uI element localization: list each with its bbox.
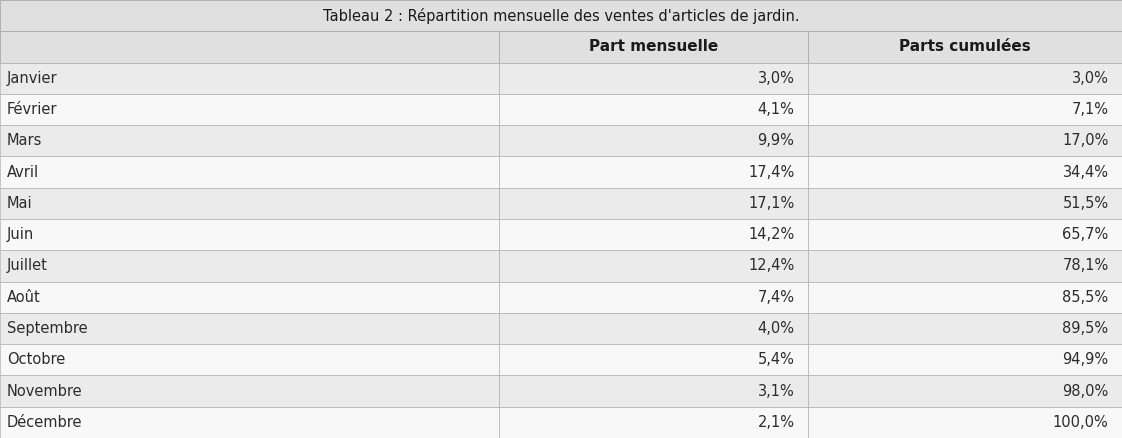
Text: 17,0%: 17,0% — [1063, 133, 1109, 148]
Bar — [499, 250, 808, 282]
Bar — [0, 188, 499, 219]
Bar — [0, 313, 499, 344]
Bar — [0, 63, 499, 94]
Text: Parts cumulées: Parts cumulées — [899, 39, 1031, 54]
Text: Part mensuelle: Part mensuelle — [589, 39, 718, 54]
Text: Janvier: Janvier — [7, 71, 57, 86]
Text: 12,4%: 12,4% — [748, 258, 794, 273]
Bar — [808, 313, 1122, 344]
Bar — [0, 125, 499, 156]
Text: Décembre: Décembre — [7, 415, 82, 430]
Text: 94,9%: 94,9% — [1063, 352, 1109, 367]
Bar — [0, 94, 499, 125]
Bar — [808, 125, 1122, 156]
Text: 34,4%: 34,4% — [1063, 165, 1109, 180]
Bar — [0, 219, 499, 250]
Bar — [499, 63, 808, 94]
Bar — [808, 344, 1122, 375]
Text: Août: Août — [7, 290, 40, 305]
Bar — [499, 344, 808, 375]
Bar — [808, 219, 1122, 250]
Text: 3,1%: 3,1% — [757, 384, 794, 399]
Bar — [0, 375, 499, 407]
Bar — [808, 375, 1122, 407]
Text: Novembre: Novembre — [7, 384, 82, 399]
Bar — [0, 0, 1122, 31]
Text: 7,1%: 7,1% — [1072, 102, 1109, 117]
Text: 4,0%: 4,0% — [757, 321, 794, 336]
Text: 14,2%: 14,2% — [748, 227, 794, 242]
Text: Tableau 2 : Répartition mensuelle des ventes d'articles de jardin.: Tableau 2 : Répartition mensuelle des ve… — [323, 7, 799, 24]
Bar — [808, 63, 1122, 94]
Text: Mai: Mai — [7, 196, 33, 211]
Bar — [808, 282, 1122, 313]
Text: 89,5%: 89,5% — [1063, 321, 1109, 336]
Bar — [808, 250, 1122, 282]
Text: Mars: Mars — [7, 133, 43, 148]
Bar — [499, 94, 808, 125]
Text: Juin: Juin — [7, 227, 34, 242]
Bar — [808, 188, 1122, 219]
Text: 3,0%: 3,0% — [1072, 71, 1109, 86]
Text: 9,9%: 9,9% — [757, 133, 794, 148]
Text: 65,7%: 65,7% — [1063, 227, 1109, 242]
Text: 51,5%: 51,5% — [1063, 196, 1109, 211]
Text: Avril: Avril — [7, 165, 39, 180]
Bar — [0, 250, 499, 282]
Bar — [0, 31, 499, 63]
Text: 7,4%: 7,4% — [757, 290, 794, 305]
Text: Octobre: Octobre — [7, 352, 65, 367]
Text: 2,1%: 2,1% — [757, 415, 794, 430]
Bar — [0, 344, 499, 375]
Text: 85,5%: 85,5% — [1063, 290, 1109, 305]
Text: 17,4%: 17,4% — [748, 165, 794, 180]
Text: 17,1%: 17,1% — [748, 196, 794, 211]
Bar — [499, 282, 808, 313]
Bar — [499, 407, 808, 438]
Bar — [499, 125, 808, 156]
Bar — [808, 31, 1122, 63]
Text: 100,0%: 100,0% — [1052, 415, 1109, 430]
Text: Septembre: Septembre — [7, 321, 88, 336]
Bar — [808, 94, 1122, 125]
Bar — [499, 156, 808, 188]
Text: Juillet: Juillet — [7, 258, 47, 273]
Bar — [499, 375, 808, 407]
Text: 3,0%: 3,0% — [757, 71, 794, 86]
Text: 78,1%: 78,1% — [1063, 258, 1109, 273]
Bar — [499, 188, 808, 219]
Bar — [0, 407, 499, 438]
Text: Février: Février — [7, 102, 57, 117]
Bar — [499, 313, 808, 344]
Bar — [0, 156, 499, 188]
Bar — [499, 219, 808, 250]
Text: 5,4%: 5,4% — [757, 352, 794, 367]
Bar — [499, 31, 808, 63]
Text: 4,1%: 4,1% — [757, 102, 794, 117]
Bar — [0, 282, 499, 313]
Text: 98,0%: 98,0% — [1063, 384, 1109, 399]
Bar — [808, 407, 1122, 438]
Bar — [808, 156, 1122, 188]
